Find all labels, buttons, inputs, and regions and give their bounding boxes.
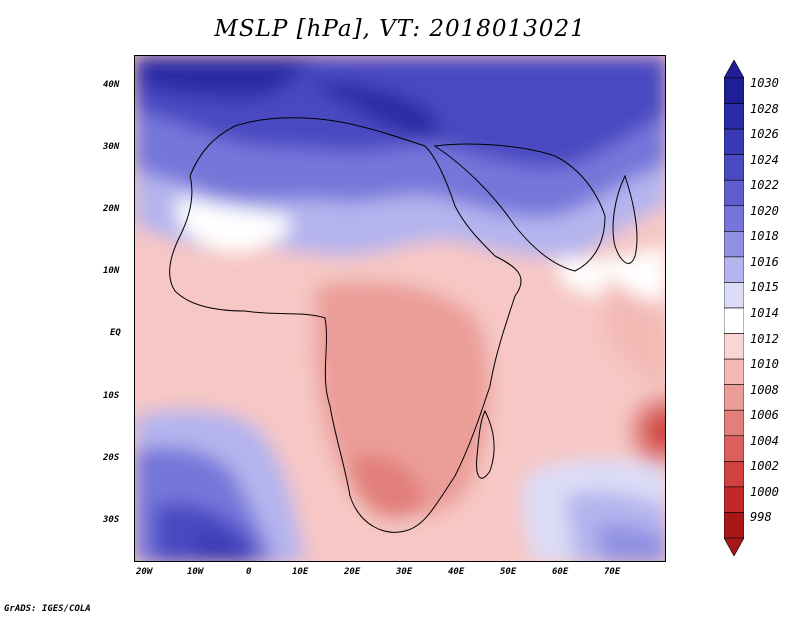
colorbar-level-label: 1022: [750, 178, 779, 193]
colorbar-swatch: [724, 205, 744, 232]
lat-label-20N: 20N: [103, 204, 120, 214]
colorbar-swatch: [724, 154, 744, 181]
lat-label-30S: 30S: [103, 515, 120, 525]
colorbar-swatch: [724, 77, 744, 104]
lon-label-10E: 10E: [292, 567, 309, 577]
colorbar-swatch: [724, 231, 744, 258]
lon-label-50E: 50E: [500, 567, 517, 577]
lon-label-0: 0: [246, 567, 252, 577]
colorbar-level-label: 1012: [750, 331, 779, 346]
colorbar-swatch: [724, 358, 744, 385]
colorbar-swatch: [724, 512, 744, 539]
colorbar-swatch: [724, 307, 744, 334]
lat-label-30N: 30N: [103, 142, 120, 152]
colorbar-swatch: [724, 333, 744, 360]
colorbar-swatch: [724, 128, 744, 155]
colorbar-level-label: 1020: [750, 203, 779, 218]
colorbar-level-label: 1010: [750, 357, 779, 372]
lon-label-30E: 30E: [396, 567, 413, 577]
lon-label-10W: 10W: [187, 567, 204, 577]
colorbar-level-label: 1006: [750, 408, 779, 423]
colorbar-level-label: 1030: [750, 76, 779, 90]
lon-label-20E: 20E: [344, 567, 361, 577]
colorbar-level-label: 1014: [750, 306, 779, 320]
colorbar-top-arrow: [724, 60, 744, 79]
colorbar-level-label: 998: [750, 510, 772, 525]
lon-label-40E: 40E: [448, 567, 465, 577]
colorbar-level-label: 1018: [750, 229, 779, 244]
colorbar-swatch: [724, 409, 744, 437]
colorbar-level-label: 1026: [750, 127, 779, 142]
colorbar-swatch: [724, 179, 744, 207]
colorbar-swatch: [724, 435, 744, 462]
colorbar-level-label: 1016: [750, 254, 779, 269]
colorbar: [724, 60, 744, 556]
lon-label-70E: 70E: [604, 567, 621, 577]
colorbar-level-label: 1028: [750, 101, 779, 116]
colorbar-swatch: [724, 282, 744, 309]
lat-label-EQ: EQ: [110, 328, 121, 338]
map-title: MSLP [hPa], VT: 2018013021: [214, 16, 586, 42]
colorbar-level-label: 1024: [750, 152, 779, 167]
lat-label-10N: 10N: [103, 266, 120, 276]
colorbar-level-label: 1008: [750, 382, 779, 397]
colorbar-swatch: [724, 486, 744, 513]
map-plot-area: [134, 55, 666, 562]
grads-credit: GrADS: IGES/COLA: [4, 604, 91, 614]
lon-label-60E: 60E: [552, 567, 569, 577]
lat-label-10S: 10S: [103, 391, 120, 401]
pressure-field: [135, 56, 665, 561]
colorbar-bottom-arrow: [724, 537, 744, 556]
colorbar-level-label: 1002: [750, 459, 779, 474]
colorbar-level-label: 1000: [750, 484, 779, 499]
lon-label-20W: 20W: [136, 567, 153, 577]
colorbar-swatch: [724, 103, 744, 130]
lat-label-20S: 20S: [103, 453, 120, 463]
colorbar-level-label: 1004: [750, 433, 779, 448]
colorbar-swatch: [724, 256, 744, 283]
colorbar-swatch: [724, 461, 744, 488]
colorbar-level-label: 1015: [750, 280, 779, 295]
lat-label-40N: 40N: [103, 80, 120, 90]
colorbar-swatch: [724, 384, 744, 411]
